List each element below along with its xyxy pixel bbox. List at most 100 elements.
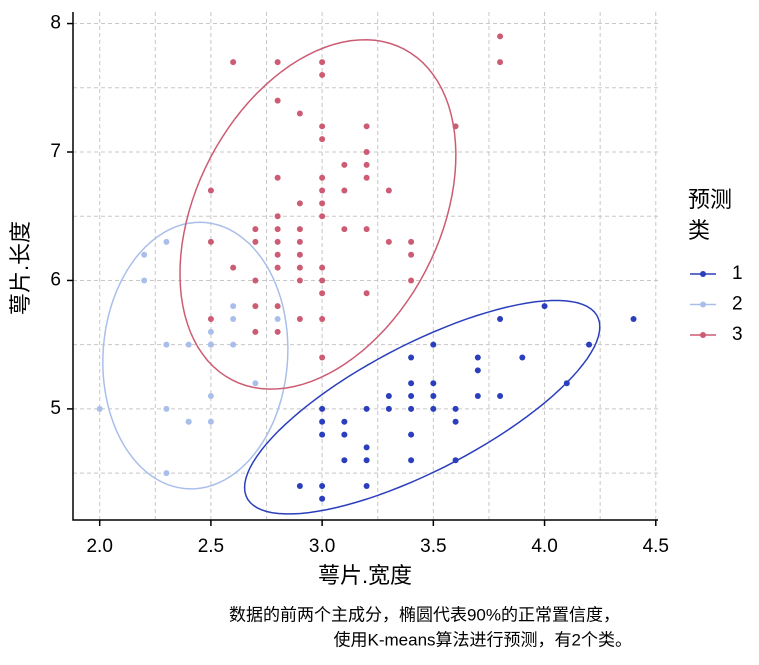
point (207, 418, 214, 425)
point (341, 161, 348, 168)
point (141, 251, 148, 258)
point (296, 251, 303, 258)
point (408, 251, 415, 258)
point (363, 290, 370, 297)
confidence-ellipse (102, 221, 289, 490)
x-tick-label: 4.5 (643, 536, 669, 557)
point (630, 315, 637, 322)
point (341, 226, 348, 233)
point (408, 431, 415, 438)
point (319, 213, 326, 220)
point (274, 59, 281, 66)
confidence-ellipse (243, 299, 601, 515)
caption: 使用K-means算法进行预测，有2个类。 (334, 629, 632, 649)
point (363, 444, 370, 451)
point (319, 290, 326, 297)
point (319, 174, 326, 181)
x-tick-label: 3.5 (420, 536, 446, 557)
point (319, 482, 326, 489)
point (586, 341, 593, 348)
y-tick-label: 8 (50, 13, 61, 34)
point (319, 187, 326, 194)
point (274, 97, 281, 104)
point (296, 482, 303, 489)
legend-label: 1 (732, 263, 743, 284)
point (163, 341, 170, 348)
y-axis-title: 萼片.长度 (8, 221, 33, 315)
point (296, 226, 303, 233)
point (319, 405, 326, 412)
point (207, 393, 214, 400)
point (497, 59, 504, 66)
caption: 数据的前两个主成分，椭圆代表90%的正常置信度， (229, 605, 620, 624)
x-tick-label: 2.5 (198, 536, 224, 557)
point (319, 200, 326, 207)
point (408, 393, 415, 400)
point (141, 277, 148, 284)
point (274, 303, 281, 310)
point (408, 380, 415, 387)
point (274, 264, 281, 271)
point (230, 315, 237, 322)
point (452, 405, 459, 412)
point (230, 341, 237, 348)
point (341, 457, 348, 464)
point (296, 110, 303, 117)
point (163, 470, 170, 477)
point (363, 123, 370, 130)
point (363, 226, 370, 233)
point (430, 405, 437, 412)
point (296, 277, 303, 284)
point (452, 418, 459, 425)
point (385, 393, 392, 400)
point (207, 328, 214, 335)
point (252, 380, 259, 387)
point (230, 264, 237, 271)
legend-label: 3 (732, 324, 743, 345)
point (341, 431, 348, 438)
point (497, 393, 504, 400)
point (385, 238, 392, 245)
axis-line (72, 12, 658, 521)
point (474, 393, 481, 400)
point (430, 341, 437, 348)
point (207, 341, 214, 348)
point (408, 277, 415, 284)
point (541, 303, 548, 310)
legend-key (700, 301, 706, 308)
point (296, 238, 303, 245)
point (274, 238, 281, 245)
point (274, 328, 281, 335)
y-tick-label: 7 (50, 141, 61, 162)
point (319, 418, 326, 425)
point (274, 251, 281, 258)
point (408, 238, 415, 245)
point (363, 174, 370, 181)
x-tick-label: 4.0 (531, 536, 557, 557)
point (252, 226, 259, 233)
point (341, 418, 348, 425)
point (497, 315, 504, 322)
x-tick-label: 2.0 (86, 536, 112, 557)
confidence-ellipse (179, 39, 457, 390)
point (363, 149, 370, 156)
point (319, 277, 326, 284)
point (163, 238, 170, 245)
point (274, 226, 281, 233)
point (207, 315, 214, 322)
point (230, 303, 237, 310)
point (363, 457, 370, 464)
point (519, 354, 526, 361)
point (385, 405, 392, 412)
point (474, 354, 481, 361)
point (274, 213, 281, 220)
point (296, 315, 303, 322)
point (408, 405, 415, 412)
point (408, 457, 415, 464)
point (252, 277, 259, 284)
point (497, 33, 504, 40)
legend-title: 类 (688, 218, 710, 243)
point (363, 482, 370, 489)
y-tick-label: 6 (50, 269, 61, 290)
